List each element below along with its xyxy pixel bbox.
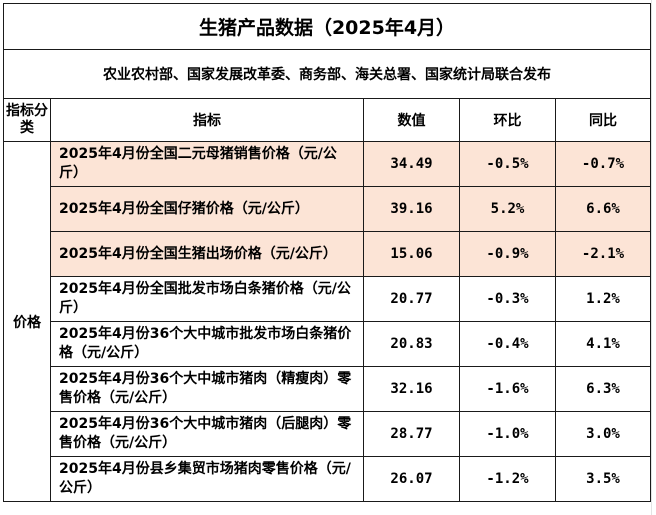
header-mom[interactable]: 环比: [459, 98, 556, 142]
value-cell[interactable]: 32.16: [363, 366, 460, 412]
table-row: 价格 2025年4月份全国二元母猪销售价格（元/公斤） 34.49 -0.5% …: [3, 141, 651, 502]
yoy-cell[interactable]: 3.5%: [555, 456, 651, 502]
indicator-cell[interactable]: 2025年4月份全国生猪出场价格（元/公斤）: [50, 231, 364, 277]
yoy-cell[interactable]: 6.6%: [555, 186, 651, 232]
yoy-cell[interactable]: -2.1%: [555, 231, 651, 277]
yoy-cell[interactable]: -0.7%: [555, 141, 651, 187]
mom-cell[interactable]: -0.3%: [459, 276, 556, 322]
value-cell[interactable]: 15.06: [363, 231, 460, 277]
value-cell[interactable]: 34.49: [363, 141, 460, 187]
mom-cell[interactable]: -0.9%: [459, 231, 556, 277]
mom-cell[interactable]: 5.2%: [459, 186, 556, 232]
value-cell[interactable]: 20.77: [363, 276, 460, 322]
category-cell[interactable]: 价格: [3, 141, 51, 502]
table-title[interactable]: 生猪产品数据（2025年4月）: [3, 3, 651, 50]
table-row: 2025年4月份36个大中城市猪肉（精瘦肉）零售价格（元/公斤） 32.16 -…: [4, 366, 651, 412]
mom-cell[interactable]: -0.4%: [459, 321, 556, 367]
yoy-cell[interactable]: 4.1%: [555, 321, 651, 367]
indicator-cell[interactable]: 2025年4月份全国仔猪价格（元/公斤）: [50, 186, 364, 232]
mom-cell[interactable]: -1.2%: [459, 456, 556, 502]
indicator-cell[interactable]: 2025年4月份全国二元母猪销售价格（元/公斤）: [50, 141, 364, 187]
value-cell[interactable]: 39.16: [363, 186, 460, 232]
indicator-cell[interactable]: 2025年4月份全国批发市场白条猪价格（元/公斤）: [50, 276, 364, 322]
table-row: 2025年4月份县乡集贸市场猪肉零售价格（元/公斤） 26.07 -1.2% 3…: [4, 456, 651, 502]
sheet-gridline: [651, 0, 652, 515]
value-cell[interactable]: 28.77: [363, 411, 460, 457]
header-row: 指标分类 指标 数值 环比 同比: [3, 98, 651, 142]
yoy-cell[interactable]: 3.0%: [555, 411, 651, 457]
indicator-cell[interactable]: 2025年4月份36个大中城市猪肉（后腿肉）零售价格（元/公斤）: [50, 411, 364, 457]
table-row: 2025年4月份全国仔猪价格（元/公斤） 39.16 5.2% 6.6%: [4, 186, 651, 232]
table-row: 2025年4月份全国生猪出场价格（元/公斤） 15.06 -0.9% -2.1%: [4, 231, 651, 277]
source-note[interactable]: 农业农村部、国家发展改革委、商务部、海关总署、国家统计局联合发布: [3, 49, 651, 99]
header-value[interactable]: 数值: [363, 98, 460, 142]
data-table: 生猪产品数据（2025年4月） 农业农村部、国家发展改革委、商务部、海关总署、国…: [3, 3, 651, 502]
table-row: 2025年4月份36个大中城市猪肉（后腿肉）零售价格（元/公斤） 28.77 -…: [4, 411, 651, 457]
mom-cell[interactable]: -0.5%: [459, 141, 556, 187]
header-indicator[interactable]: 指标: [50, 98, 364, 142]
indicator-cell[interactable]: 2025年4月份县乡集贸市场猪肉零售价格（元/公斤）: [50, 456, 364, 502]
header-category[interactable]: 指标分类: [3, 98, 51, 142]
value-cell[interactable]: 20.83: [363, 321, 460, 367]
header-yoy[interactable]: 同比: [555, 98, 651, 142]
mom-cell[interactable]: -1.6%: [459, 366, 556, 412]
indicator-cell[interactable]: 2025年4月份36个大中城市批发市场白条猪价格（元/公斤）: [50, 321, 364, 367]
yoy-cell[interactable]: 1.2%: [555, 276, 651, 322]
yoy-cell[interactable]: 6.3%: [555, 366, 651, 412]
table-row: 2025年4月份全国批发市场白条猪价格（元/公斤） 20.77 -0.3% 1.…: [4, 276, 651, 322]
table-row: 2025年4月份36个大中城市批发市场白条猪价格（元/公斤） 20.83 -0.…: [4, 321, 651, 367]
value-cell[interactable]: 26.07: [363, 456, 460, 502]
mom-cell[interactable]: -1.0%: [459, 411, 556, 457]
indicator-cell[interactable]: 2025年4月份36个大中城市猪肉（精瘦肉）零售价格（元/公斤）: [50, 366, 364, 412]
